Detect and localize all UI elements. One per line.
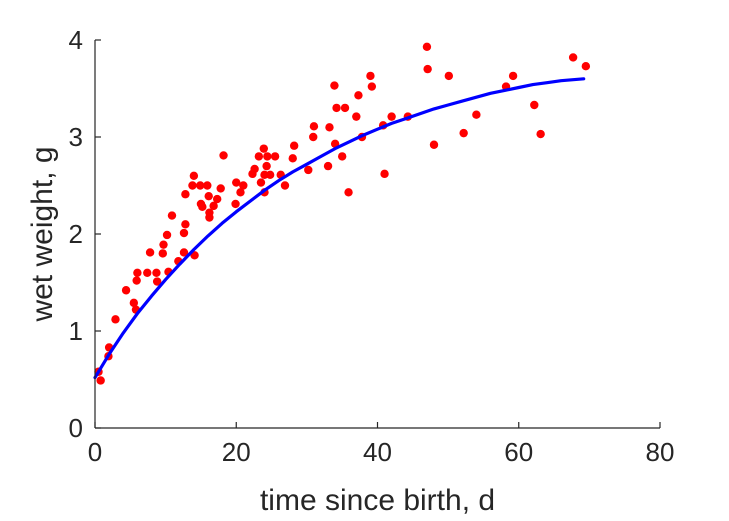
x-tick-label: 0 — [88, 437, 102, 467]
data-point — [167, 211, 177, 220]
data-point — [309, 122, 319, 131]
y-tick-label: 1 — [69, 316, 83, 346]
data-point — [152, 277, 162, 286]
data-point — [304, 165, 313, 175]
data-point — [340, 103, 350, 113]
data-point — [444, 71, 454, 81]
data-point — [262, 161, 271, 171]
data-point — [309, 132, 318, 142]
data-point — [133, 268, 142, 277]
data-point — [280, 181, 290, 190]
y-tick-label: 3 — [69, 122, 83, 152]
data-point — [429, 140, 439, 149]
data-point — [568, 53, 578, 62]
x-tick-label: 60 — [504, 437, 533, 467]
data-point — [250, 164, 259, 174]
data-point — [472, 110, 481, 119]
data-point — [216, 184, 225, 193]
data-point — [132, 276, 141, 285]
data-point — [265, 170, 275, 180]
data-point — [325, 123, 334, 132]
data-point — [181, 190, 190, 199]
fit-curve — [93, 77, 586, 380]
data-point — [231, 199, 240, 209]
data-point — [129, 298, 139, 308]
data-point — [422, 42, 432, 51]
data-point — [332, 103, 341, 113]
data-point — [203, 181, 212, 190]
data-point — [196, 181, 205, 190]
data-point — [188, 181, 197, 190]
data-point — [143, 268, 152, 277]
data-point — [232, 178, 241, 187]
data-point — [219, 151, 228, 160]
x-tick-label: 80 — [646, 437, 675, 467]
data-point — [423, 64, 432, 74]
data-point — [256, 178, 266, 187]
data-point — [205, 213, 214, 222]
data-point — [212, 194, 222, 204]
data-point — [337, 152, 347, 161]
x-tick-label: 20 — [222, 437, 251, 467]
data-point — [352, 112, 361, 121]
data-point — [145, 248, 155, 257]
data-point — [181, 220, 190, 229]
data-point — [254, 152, 264, 161]
data-point — [162, 230, 172, 240]
data-point — [209, 201, 218, 211]
data-point — [259, 144, 268, 153]
data-point — [330, 81, 339, 90]
data-point — [344, 188, 353, 197]
data-point — [288, 154, 297, 163]
axes: 0 20 40 60 80 0 1 2 3 4 — [69, 25, 675, 467]
x-axis-label: time since birth, d — [260, 484, 495, 517]
data-point — [380, 169, 389, 179]
data-point — [236, 188, 245, 197]
y-tick-label: 4 — [69, 25, 83, 55]
data-point — [158, 249, 167, 258]
data-point — [536, 129, 545, 139]
data-point — [189, 171, 199, 180]
plot-area — [93, 42, 591, 385]
data-point — [121, 286, 131, 295]
data-point — [581, 61, 591, 71]
x-axis-ticks: 0 20 40 60 80 — [88, 422, 675, 467]
data-point — [367, 82, 377, 91]
data-point — [159, 240, 168, 249]
data-point — [289, 141, 299, 150]
y-axis-ticks: 0 1 2 3 4 — [69, 25, 101, 443]
data-point — [263, 152, 272, 161]
data-point — [239, 181, 248, 190]
data-point — [530, 100, 539, 110]
x-tick-label: 40 — [363, 437, 392, 467]
data-point — [179, 248, 189, 257]
data-point — [204, 191, 213, 201]
y-tick-label: 0 — [69, 413, 83, 443]
y-axis-label: wet weight, g — [26, 146, 59, 322]
data-point — [152, 268, 161, 277]
data-point — [354, 91, 363, 100]
data-point — [96, 376, 105, 385]
data-point — [198, 202, 207, 212]
data-point — [366, 71, 375, 81]
data-point — [270, 152, 280, 161]
data-point — [387, 112, 396, 121]
data-point — [459, 128, 468, 138]
data-point — [323, 161, 333, 171]
data-point — [111, 315, 120, 324]
data-point — [508, 71, 518, 81]
data-point — [179, 228, 189, 238]
y-tick-label: 2 — [69, 219, 83, 249]
